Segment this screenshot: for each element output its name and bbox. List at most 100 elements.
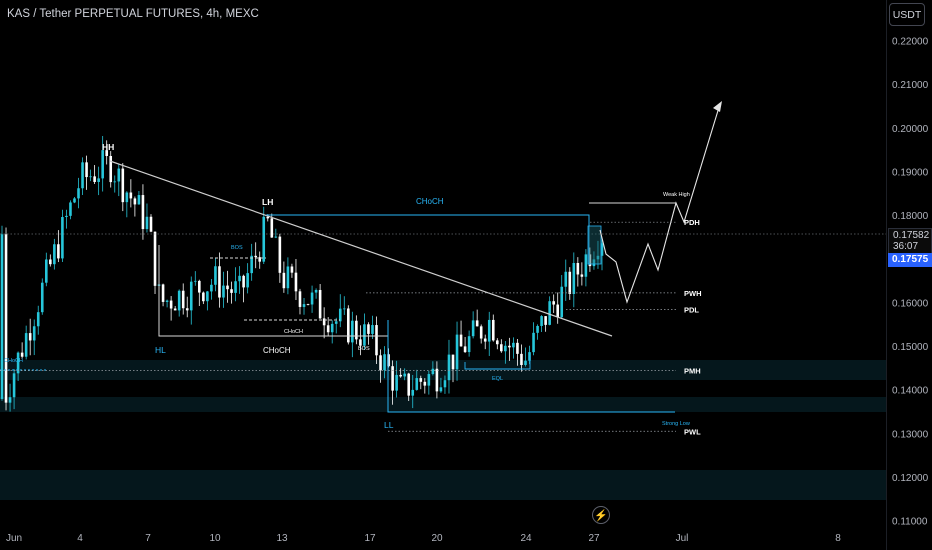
candle-body	[568, 271, 572, 294]
candle-body	[475, 320, 479, 327]
label-strong-low: Strong Low	[662, 421, 690, 427]
key-level-label: PWH	[684, 289, 702, 298]
label-ll: LL	[384, 420, 394, 430]
label-choch-left: CHoCH	[4, 358, 23, 364]
projection-arrowhead	[713, 101, 722, 112]
candle-body	[532, 332, 535, 353]
y-tick-label: 0.16000	[892, 298, 929, 309]
candle-body	[230, 289, 233, 293]
x-axis[interactable]: Jun 4 7 10 13 17 20 24 27 Jul 8	[6, 533, 841, 544]
y-tick-label: 0.22000	[892, 37, 929, 48]
candle-body	[419, 378, 423, 382]
candle-body	[371, 325, 374, 334]
candle-body	[431, 368, 435, 375]
candle-body	[347, 308, 350, 343]
y-tick-label: 0.20000	[892, 124, 929, 135]
candle-body	[439, 387, 443, 392]
labels-layer: HH LH HL LL CHoCH CHoCH CHoCH CHoCH BOS …	[4, 142, 690, 430]
candle-body	[214, 266, 217, 285]
candle-body	[560, 286, 564, 318]
candle-body	[423, 381, 427, 386]
candle-body	[165, 300, 169, 302]
x-tick-label: 8	[835, 533, 841, 544]
candle-body	[242, 275, 245, 288]
candle-body	[459, 334, 463, 347]
candle-body	[383, 354, 386, 371]
candle-body	[564, 271, 568, 287]
candle-body	[447, 354, 451, 381]
candle-body	[258, 257, 262, 262]
levels-layer: PDH PWH PDL PMH PWL	[0, 218, 702, 436]
candle-body	[8, 397, 12, 403]
hl-structure-bracket[interactable]	[158, 245, 388, 337]
candle-body	[334, 321, 338, 324]
candle-body	[467, 336, 471, 353]
candle-body	[387, 354, 390, 367]
y-tick-label: 0.13000	[892, 429, 929, 440]
candle-body	[89, 176, 92, 178]
candle-body	[254, 255, 257, 258]
candle-body	[16, 352, 20, 374]
candle-body	[189, 281, 193, 311]
candle-body	[69, 202, 72, 216]
candle-body	[342, 308, 346, 310]
candle-body	[310, 292, 314, 305]
candle-body	[238, 275, 241, 282]
candle-body	[411, 389, 415, 396]
label-hh: HH	[102, 142, 114, 152]
candle-body	[302, 304, 306, 307]
key-level-label: PWL	[684, 427, 701, 436]
candle-body	[379, 355, 382, 371]
candle-body	[198, 280, 201, 293]
candle-body	[580, 274, 584, 277]
candle-body	[57, 244, 60, 259]
candle-body	[500, 344, 503, 352]
choch-upper-box[interactable]	[266, 214, 590, 265]
ll-structure-bracket[interactable]	[387, 320, 675, 413]
candle-body	[298, 291, 302, 307]
price-axis-separator	[886, 0, 887, 550]
key-level-label: PMH	[684, 367, 701, 376]
candle-body	[524, 360, 527, 365]
label-lh: LH	[262, 197, 273, 207]
candle-body	[117, 168, 121, 182]
descending-trendline[interactable]	[109, 160, 613, 337]
candle-body	[169, 300, 173, 309]
candle-body	[282, 272, 286, 289]
x-tick-label: 17	[364, 533, 376, 544]
candle-body	[113, 181, 117, 183]
currency-button[interactable]: USDT	[889, 3, 925, 26]
candle-body	[149, 216, 153, 232]
candle-body	[218, 266, 221, 298]
candle-body	[133, 198, 137, 205]
candle-body	[395, 374, 398, 391]
candle-body	[528, 352, 531, 361]
candle-body	[512, 342, 515, 348]
candle-body	[153, 231, 157, 286]
candle-body	[202, 292, 205, 302]
zones-layer	[0, 360, 886, 500]
candle-body	[274, 236, 278, 238]
candle-body	[463, 346, 467, 353]
candle-body	[600, 243, 604, 256]
candle-body	[65, 215, 68, 217]
candle-body	[314, 289, 318, 293]
candle-body	[266, 216, 270, 219]
candle-body	[234, 281, 237, 293]
candle-body	[504, 345, 507, 352]
candle-body	[137, 195, 141, 205]
key-level-label: PDL	[684, 305, 699, 314]
candle-body	[101, 150, 104, 179]
x-tick-label: 4	[77, 533, 83, 544]
candle-body	[548, 301, 551, 325]
projection-path[interactable]	[599, 103, 721, 304]
candle-body	[351, 320, 354, 343]
candle-body	[125, 192, 129, 203]
candle-body	[32, 326, 36, 341]
lightning-bolt-icon[interactable]: ⚡	[592, 506, 610, 524]
last-price-value: 0.17582	[893, 230, 930, 241]
y-axis[interactable]: 0.220000.210000.200000.190000.180000.170…	[892, 37, 929, 528]
candle-body	[487, 319, 491, 342]
candle-body	[427, 374, 431, 386]
